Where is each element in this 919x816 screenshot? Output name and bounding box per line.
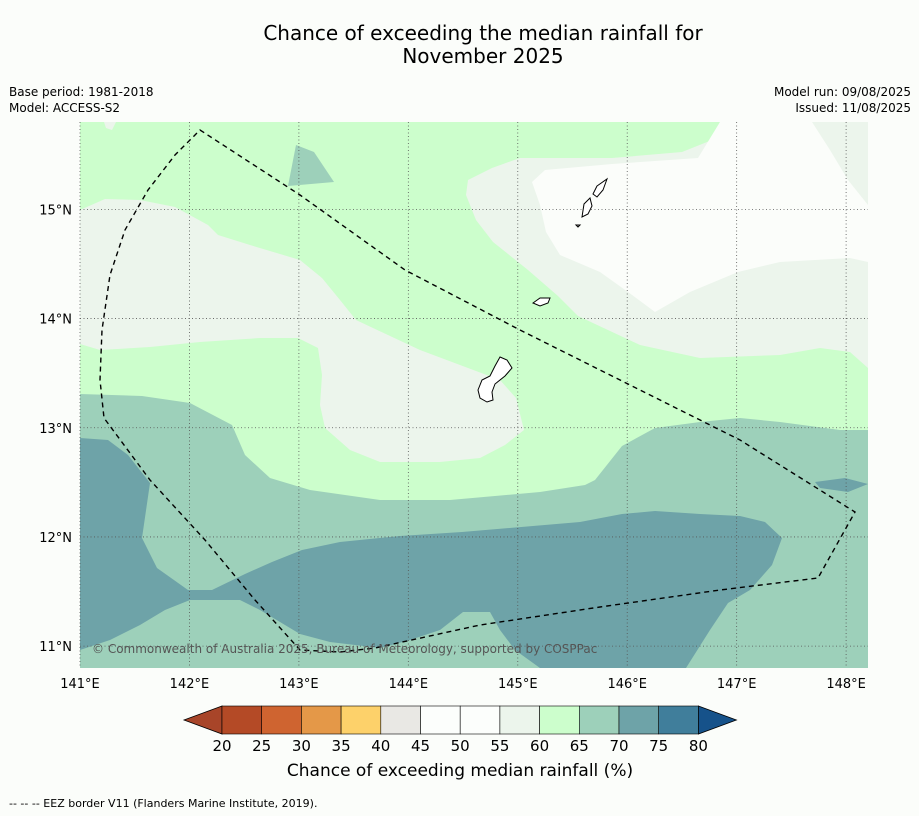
lon-tick-label: 141°E <box>60 677 100 692</box>
base-period: Base period: 1981-2018 <box>9 85 154 99</box>
colorbar-over-arrow <box>698 705 738 735</box>
colorbar-tick-label: 80 <box>689 737 708 755</box>
colorbar-bin-40-45 <box>380 705 421 735</box>
colorbar-tick-label: 60 <box>530 737 549 755</box>
lon-tick-label: 144°E <box>389 677 429 692</box>
colorbar-bin-55-60 <box>499 705 540 735</box>
islands <box>477 177 609 403</box>
band-70-75-patch <box>815 478 868 492</box>
lon-tick-label: 143°E <box>279 677 319 692</box>
issued-date: Issued: 11/08/2025 <box>795 101 911 115</box>
lon-tick-label: 145°E <box>498 677 538 692</box>
lat-tick-label: 12°N <box>39 531 72 546</box>
colorbar-tick-label: 25 <box>252 737 271 755</box>
colorbar-tick-label: 20 <box>212 737 231 755</box>
colorbar-bin-45-50 <box>420 705 461 735</box>
lon-tick-label: 148°E <box>826 677 866 692</box>
colorbar-tick-label: 65 <box>570 737 589 755</box>
island-rota <box>531 297 551 307</box>
colorbar-tick-label: 45 <box>411 737 430 755</box>
colorbar-tick-label: 40 <box>371 737 390 755</box>
model-name: Model: ACCESS-S2 <box>9 101 121 115</box>
axis-labels: 141°E 142°E 143°E 144°E 145°E 146°E 147°E 148°E… <box>39 203 866 692</box>
model-run: Model run: 09/08/2025 <box>773 85 911 99</box>
colorbar-bin-70-75 <box>618 705 660 735</box>
map-title: Chance of exceeding the median rainfall … <box>0 22 919 68</box>
title-line-2: November 2025 <box>402 44 564 68</box>
colorbar-tick-label: 55 <box>490 737 509 755</box>
lat-tick-label: 15°N <box>39 203 72 218</box>
band-45-55-east <box>532 122 868 312</box>
colorbar-tick-label: 50 <box>451 737 470 755</box>
title-line-1: Chance of exceeding the median rainfall … <box>263 21 703 45</box>
colorbar-bin-65-70 <box>578 705 620 735</box>
island-aguijan <box>574 224 582 228</box>
footnote-eez: -- -- -- EEZ border V11 (Flanders Marine… <box>9 797 318 810</box>
lon-tick-label: 147°E <box>717 677 757 692</box>
band-65-70-patch <box>288 145 334 186</box>
lat-tick-label: 14°N <box>39 313 72 328</box>
colorbar-tick-label: 35 <box>332 737 351 755</box>
colorbar-bin-60-65 <box>539 705 580 735</box>
band-70-75 <box>80 438 782 668</box>
island-tinian <box>581 197 593 218</box>
lon-tick-label: 146°E <box>607 677 647 692</box>
lat-tick-label: 11°N <box>39 640 72 655</box>
copyright-text: © Commonwealth of Australia 2025, Bureau… <box>92 642 597 656</box>
colorbar-tick-label: 30 <box>292 737 311 755</box>
island-guam <box>477 356 513 403</box>
rainfall-map: © Commonwealth of Australia 2025, Bureau… <box>39 122 868 755</box>
colorbar-bin-20-25 <box>221 705 263 735</box>
meta-right: Model run: 09/08/2025 Issued: 11/08/2025 <box>774 84 911 116</box>
colorbar-under-arrow <box>182 705 223 735</box>
gridlines <box>79 122 868 668</box>
colorbar: 20 25 30 35 40 45 50 55 60 65 70 75 80 <box>182 705 738 755</box>
colorbar-bin-75-80 <box>658 705 699 735</box>
colorbar-bin-50-55 <box>459 705 501 735</box>
colorbar-bin-25-30 <box>261 705 302 735</box>
island-saipan <box>592 177 609 198</box>
colorbar-tick-label: 70 <box>609 737 628 755</box>
lon-tick-label: 142°E <box>170 677 210 692</box>
band-55-60-corner <box>104 122 116 130</box>
colorbar-title: Chance of exceeding median rainfall (%) <box>286 761 634 781</box>
colorbar-tick-label: 75 <box>649 737 668 755</box>
colorbar-bin-35-40 <box>340 705 382 735</box>
colorbar-bin-30-35 <box>301 705 342 735</box>
meta-left: Base period: 1981-2018 Model: ACCESS-S2 <box>9 84 154 116</box>
lat-tick-label: 13°N <box>39 422 72 437</box>
band-55-60-west <box>80 199 524 462</box>
